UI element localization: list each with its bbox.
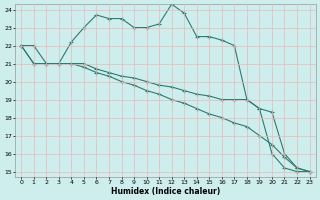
X-axis label: Humidex (Indice chaleur): Humidex (Indice chaleur) bbox=[111, 187, 220, 196]
